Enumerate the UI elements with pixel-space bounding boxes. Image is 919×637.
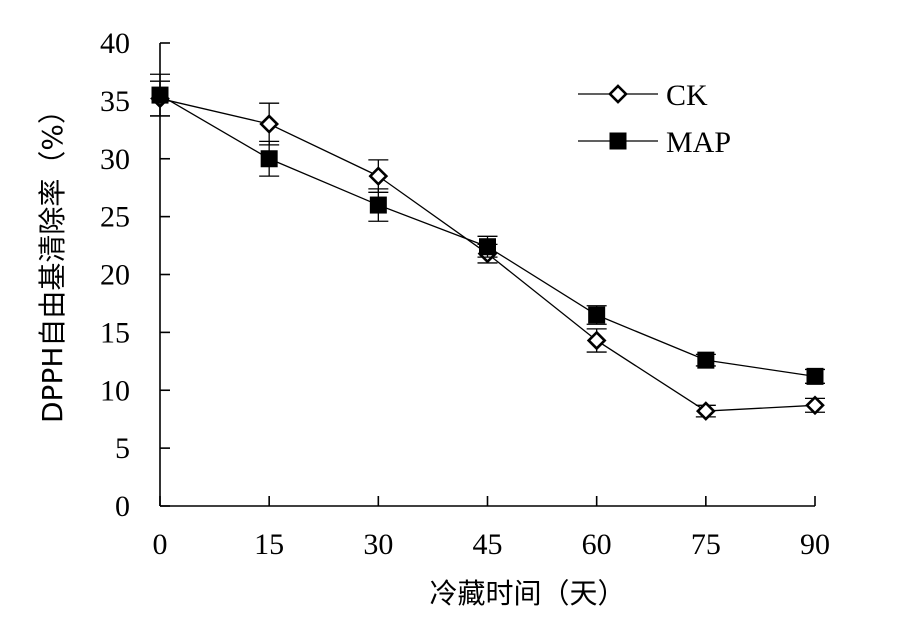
x-ticks: 0 15 30 45 60 75 90: [153, 496, 830, 561]
data-point-ck: [695, 401, 716, 421]
data-point-map: [697, 351, 715, 369]
data-point-map: [588, 306, 606, 324]
y-tick-label: 40: [100, 27, 130, 60]
data-point-ck: [586, 330, 607, 351]
series-map: [150, 73, 825, 385]
legend: CK MAP: [578, 79, 731, 159]
y-tick-label: 20: [100, 259, 130, 292]
x-tick-label: 0: [153, 528, 168, 561]
legend-marker-symbol: [609, 132, 627, 150]
y-tick-label: 5: [115, 432, 130, 465]
x-tick-label: 45: [473, 528, 503, 561]
data-point-ck: [805, 395, 825, 416]
series-layer: [150, 73, 825, 421]
legend-marker-ck: [608, 84, 628, 104]
x-tick-label: 15: [254, 528, 284, 561]
legend-marker-symbol: [608, 84, 628, 104]
data-point-map: [369, 196, 387, 214]
legend-marker-map: [609, 132, 627, 150]
y-tick-label: 35: [100, 85, 130, 118]
data-point-map: [151, 86, 169, 104]
legend-label-map: MAP: [666, 126, 731, 159]
x-tick-label: 75: [691, 528, 721, 561]
data-point-ck: [259, 114, 280, 134]
x-axis-title: 冷藏时间（天）: [429, 577, 625, 610]
data-point-ck: [368, 166, 389, 186]
x-tick-label: 90: [800, 528, 830, 561]
y-tick-label: 30: [100, 143, 130, 176]
data-point-map: [260, 150, 278, 168]
y-axis-title: DPPH自由基清除率（%）: [36, 96, 69, 423]
y-ticks: 0 5 10 15 20 25 30 35 40: [100, 27, 170, 523]
y-tick-label: 25: [100, 201, 130, 234]
legend-label-ck: CK: [666, 79, 708, 112]
data-point-map: [806, 367, 824, 385]
data-point-map: [479, 238, 496, 256]
y-tick-label: 15: [100, 316, 130, 349]
x-tick-label: 60: [582, 528, 612, 561]
axes: [159, 43, 815, 507]
y-tick-label: 0: [115, 490, 130, 523]
y-tick-label: 10: [100, 374, 130, 407]
x-tick-label: 30: [363, 528, 393, 561]
